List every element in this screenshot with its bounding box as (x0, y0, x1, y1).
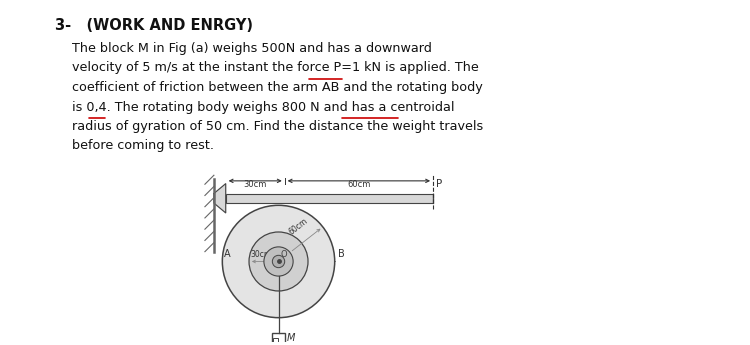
Text: M: M (286, 334, 295, 344)
Text: before coming to rest.: before coming to rest. (72, 139, 214, 152)
Text: 3-   (WORK AND ENRGY): 3- (WORK AND ENRGY) (55, 18, 253, 33)
Text: radius of gyration of 50 cm. Find the distance the weight travels: radius of gyration of 50 cm. Find the di… (72, 120, 483, 133)
Bar (272, 333, 285, 344)
Text: O: O (280, 250, 287, 259)
Circle shape (222, 205, 334, 318)
Bar (273, 338, 278, 343)
Circle shape (264, 247, 293, 276)
Polygon shape (214, 184, 226, 213)
Circle shape (272, 255, 285, 268)
Text: 60cm: 60cm (347, 180, 370, 189)
Text: is 0,4. The rotating body weighs 800 N and has a centroidal: is 0,4. The rotating body weighs 800 N a… (72, 100, 454, 114)
Text: P: P (436, 179, 442, 189)
Text: coefficient of friction between the arm AB and the rotating body: coefficient of friction between the arm … (72, 81, 483, 94)
Text: 60cm: 60cm (287, 216, 310, 236)
Circle shape (249, 232, 308, 291)
Bar (226, 194, 433, 203)
Text: velocity of 5 m/s at the instant the force P=1 kN is applied. The: velocity of 5 m/s at the instant the for… (72, 61, 478, 75)
Text: 30cm: 30cm (244, 180, 267, 189)
Text: The block M in Fig (a) weighs 500N and has a downward: The block M in Fig (a) weighs 500N and h… (72, 42, 432, 55)
Text: A: A (224, 249, 230, 259)
Text: B: B (338, 249, 344, 259)
Text: 30cm: 30cm (251, 250, 272, 259)
